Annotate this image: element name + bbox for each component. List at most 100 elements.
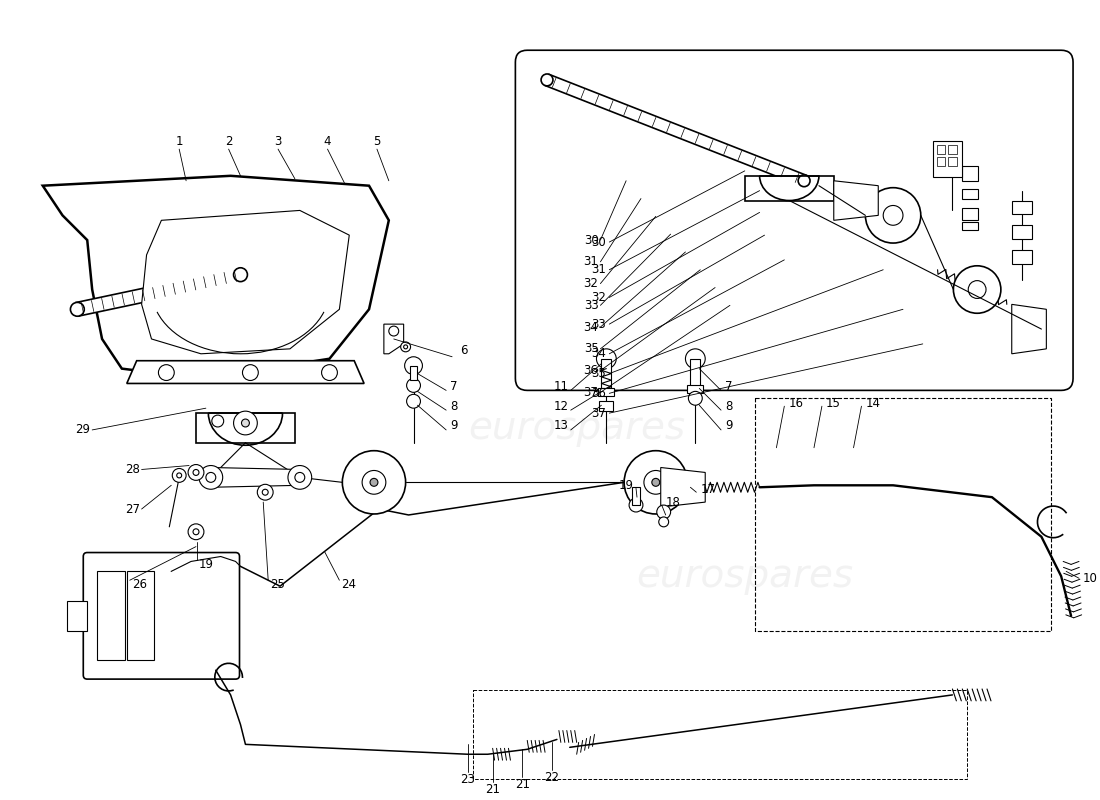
Polygon shape [43,176,388,378]
Text: 36: 36 [592,387,606,400]
Circle shape [652,478,660,486]
Text: 1: 1 [175,134,183,148]
Text: 36: 36 [584,364,598,377]
Circle shape [242,365,258,381]
Circle shape [206,473,216,482]
Circle shape [799,175,810,186]
Text: 35: 35 [584,342,598,355]
Text: 3: 3 [274,134,282,148]
Bar [473,690,967,779]
Text: 32: 32 [592,291,606,304]
Text: 35: 35 [592,367,606,380]
Circle shape [188,465,204,480]
Circle shape [188,524,204,540]
Circle shape [173,469,186,482]
Bar [936,145,946,154]
Text: 27: 27 [124,502,140,515]
Circle shape [685,349,705,369]
Circle shape [233,268,248,282]
Text: 7: 7 [450,380,458,393]
Text: eurospares: eurospares [92,290,309,328]
Circle shape [192,470,199,475]
Bar [598,389,614,396]
Text: 33: 33 [584,299,598,312]
Bar [691,358,701,386]
Circle shape [295,473,305,482]
Text: 9: 9 [725,419,733,433]
Text: 6: 6 [460,344,467,358]
Text: 10: 10 [1082,572,1098,585]
Text: 37: 37 [584,386,598,399]
Polygon shape [1012,304,1046,354]
Circle shape [968,281,986,298]
Bar [409,366,418,381]
Bar [1012,250,1032,264]
Bar [948,145,957,154]
Bar [1012,201,1032,214]
Text: 13: 13 [554,419,569,433]
Circle shape [541,74,553,86]
Text: 28: 28 [124,463,140,476]
Text: 9: 9 [450,419,458,433]
Text: eurospares: eurospares [469,409,685,447]
Text: 34: 34 [584,321,598,334]
Circle shape [70,302,85,316]
Text: 19: 19 [199,558,214,571]
Text: 2: 2 [224,134,232,148]
Circle shape [883,206,903,226]
Circle shape [257,484,273,500]
Circle shape [388,326,398,336]
Text: 14: 14 [866,397,880,410]
Circle shape [945,148,960,164]
Text: 26: 26 [132,578,146,590]
Circle shape [644,470,668,494]
Text: 21: 21 [485,783,501,796]
Circle shape [342,450,406,514]
Circle shape [689,391,702,406]
Bar [962,189,978,198]
Bar [97,571,124,660]
Text: 5: 5 [373,134,381,148]
Text: 16: 16 [789,397,803,410]
Circle shape [407,378,420,392]
Circle shape [629,498,642,512]
Circle shape [177,473,182,478]
Bar [936,157,946,166]
Circle shape [199,466,222,490]
Circle shape [262,490,268,495]
Circle shape [400,342,410,352]
Polygon shape [384,324,404,354]
Text: 37: 37 [592,406,606,420]
FancyBboxPatch shape [84,553,240,679]
Text: 32: 32 [584,277,598,290]
Circle shape [242,419,250,427]
Polygon shape [661,467,705,507]
Polygon shape [67,601,87,630]
Bar [962,222,978,230]
Text: 4: 4 [323,134,331,148]
Text: 12: 12 [553,400,569,413]
Polygon shape [142,210,350,354]
Polygon shape [196,413,295,442]
Circle shape [362,470,386,494]
Circle shape [321,365,338,381]
Bar [600,402,614,411]
Circle shape [954,266,1001,314]
Circle shape [370,478,378,486]
Polygon shape [544,74,806,186]
Text: 11: 11 [553,380,569,393]
Circle shape [596,349,616,369]
Bar [962,166,978,181]
Text: eurospares: eurospares [636,558,854,595]
Text: 8: 8 [450,400,458,413]
Circle shape [212,415,223,427]
Circle shape [288,466,311,490]
Text: 7: 7 [725,380,733,393]
Text: 31: 31 [584,255,598,268]
Circle shape [192,529,199,534]
Text: 15: 15 [826,397,840,410]
Polygon shape [76,268,242,316]
Circle shape [866,188,921,243]
Bar [1012,226,1032,239]
Circle shape [233,411,257,435]
